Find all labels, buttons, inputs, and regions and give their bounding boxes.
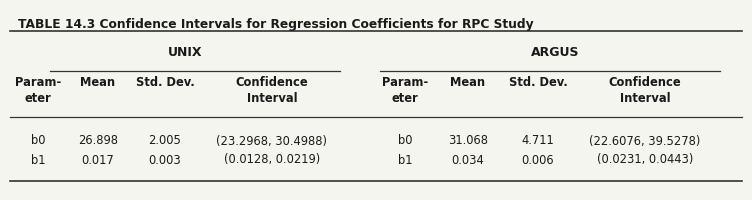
Text: b0: b0: [31, 134, 45, 147]
Text: (0.0231, 0.0443): (0.0231, 0.0443): [597, 153, 693, 166]
Text: Std. Dev.: Std. Dev.: [508, 76, 567, 89]
Text: b0: b0: [398, 134, 412, 147]
Text: 26.898: 26.898: [78, 134, 118, 147]
Text: b1: b1: [398, 153, 412, 166]
Text: b1: b1: [31, 153, 45, 166]
Text: ARGUS: ARGUS: [531, 45, 579, 58]
Text: Mean: Mean: [80, 76, 116, 89]
Text: 0.003: 0.003: [149, 153, 181, 166]
Text: Confidence
Interval: Confidence Interval: [608, 76, 681, 104]
Text: 2.005: 2.005: [149, 134, 181, 147]
Text: Mean: Mean: [450, 76, 486, 89]
Text: Param-
eter: Param- eter: [15, 76, 61, 104]
Text: 0.006: 0.006: [522, 153, 554, 166]
Text: TABLE 14.3 Confidence Intervals for Regression Coefficients for RPC Study: TABLE 14.3 Confidence Intervals for Regr…: [18, 18, 534, 31]
Text: 4.711: 4.711: [522, 134, 554, 147]
Text: Confidence
Interval: Confidence Interval: [235, 76, 308, 104]
Text: UNIX: UNIX: [168, 45, 202, 58]
Text: 0.017: 0.017: [82, 153, 114, 166]
Text: (0.0128, 0.0219): (0.0128, 0.0219): [224, 153, 320, 166]
Text: 31.068: 31.068: [448, 134, 488, 147]
Text: 0.034: 0.034: [452, 153, 484, 166]
Text: Param-
eter: Param- eter: [382, 76, 428, 104]
Text: (22.6076, 39.5278): (22.6076, 39.5278): [590, 134, 701, 147]
Text: (23.2968, 30.4988): (23.2968, 30.4988): [217, 134, 328, 147]
Text: Std. Dev.: Std. Dev.: [135, 76, 194, 89]
